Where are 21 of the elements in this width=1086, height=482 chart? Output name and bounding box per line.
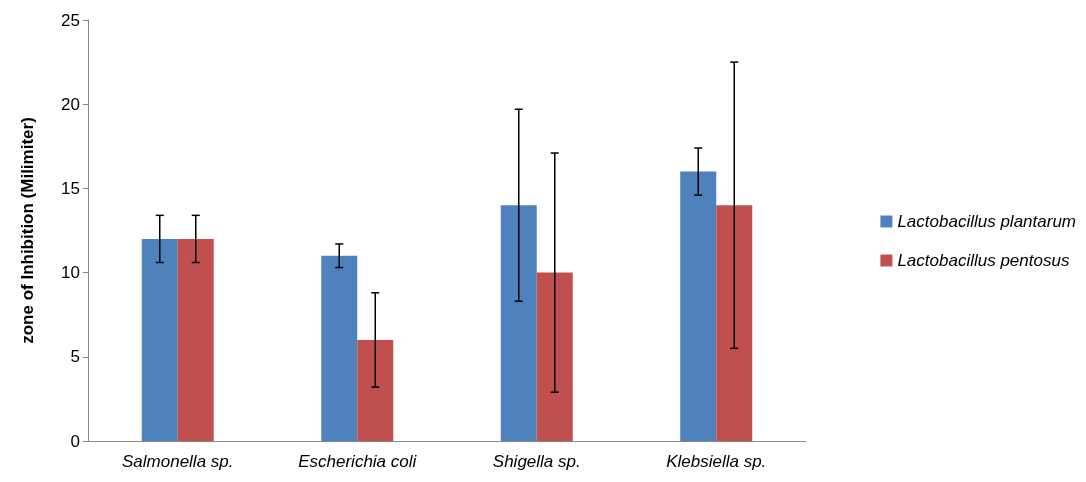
legend-label: Lactobacillus plantarum xyxy=(897,212,1077,231)
bar xyxy=(357,339,394,441)
x-tick-label: Escherichia coli xyxy=(298,452,418,471)
x-tick-label: Salmonella sp. xyxy=(121,452,234,471)
legend-label: Lactobacillus pentosus xyxy=(897,251,1070,270)
y-tick-label: 25 xyxy=(61,10,80,30)
x-tick-label: Klebsiella sp. xyxy=(666,452,767,471)
y-tick-label: 5 xyxy=(70,347,80,367)
bar xyxy=(716,205,753,441)
y-tick-label: 15 xyxy=(61,178,80,198)
y-axis-title: zone of Inhibition (Milimiter) xyxy=(18,117,37,344)
y-tick-label: 0 xyxy=(70,431,80,451)
bar xyxy=(321,255,358,441)
y-tick-label: 10 xyxy=(61,263,80,283)
bar xyxy=(680,171,717,441)
bar xyxy=(500,205,537,441)
x-tick-label: Shigella sp. xyxy=(492,452,581,471)
bar xyxy=(536,272,573,441)
bar xyxy=(177,238,214,441)
y-tick-label: 20 xyxy=(61,94,80,114)
bar xyxy=(141,238,178,441)
